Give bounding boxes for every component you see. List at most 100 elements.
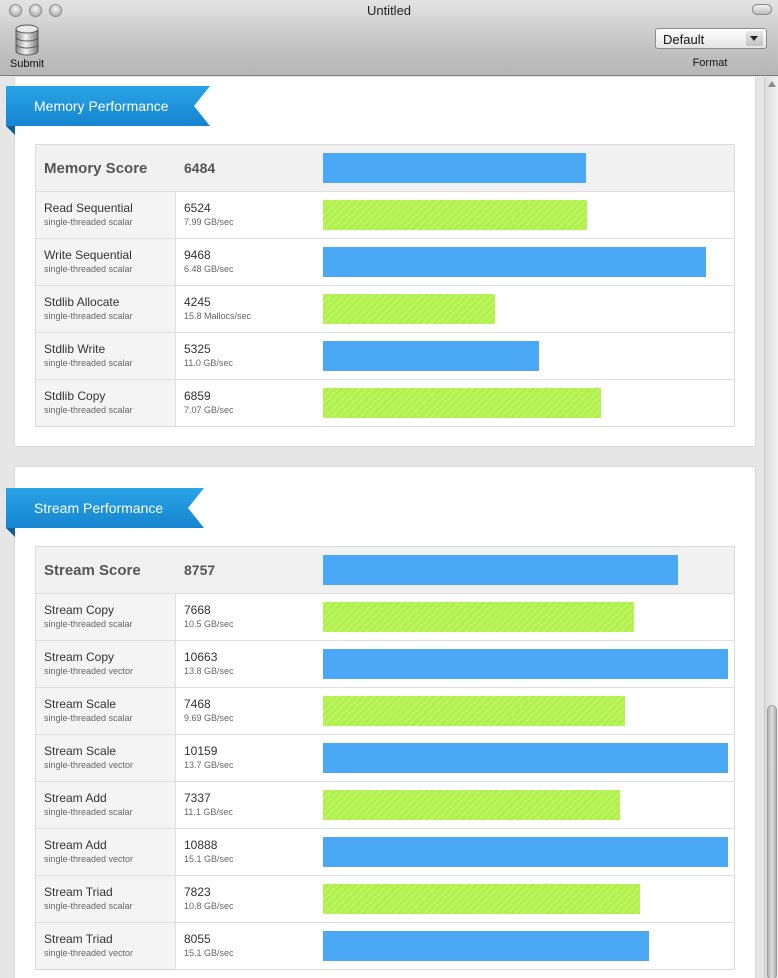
- name-cell: Stream Add single-threaded vector: [36, 829, 176, 875]
- table-row: Stdlib Write single-threaded scalar 5325 11…: [36, 332, 734, 379]
- table-row: Stream Add single-threaded scalar 7337 11.1…: [36, 781, 734, 828]
- table-row: Stdlib Copy single-threaded scalar 6859 7.0…: [36, 379, 734, 426]
- table-row: Stream Scale single-threaded scalar 7468 9.…: [36, 687, 734, 734]
- name-cell: Stream Triad single-threaded vector: [36, 923, 176, 969]
- row-rate: 15.1 GB/sec: [184, 948, 234, 958]
- memory-section-title: Memory Performance: [6, 86, 210, 126]
- score-bar: [323, 247, 706, 277]
- bar-track: [323, 341, 728, 371]
- name-cell: Read Sequential single-threaded scalar: [36, 192, 176, 238]
- stream-section-title: Stream Performance: [6, 488, 204, 528]
- row-score: 6859: [184, 389, 211, 403]
- scrollbar-thumb[interactable]: [767, 705, 777, 978]
- row-rate: 13.8 GB/sec: [184, 666, 234, 676]
- name-cell: Stream Scale single-threaded vector: [36, 735, 176, 781]
- row-rate: 15.8 Mallocs/sec: [184, 311, 252, 321]
- row-rate: 9.69 GB/sec: [184, 713, 234, 723]
- name-cell: Memory Score: [36, 145, 176, 191]
- row-score: 10159: [184, 744, 218, 758]
- row-subtitle: single-threaded vector: [44, 666, 134, 676]
- row-name: Stdlib Allocate: [44, 295, 120, 309]
- table-row: Stream Copy single-threaded vector 10663 13…: [36, 640, 734, 687]
- submit-button[interactable]: Submit: [6, 24, 48, 72]
- table-row: Stream Scale single-threaded vector 10159 1…: [36, 734, 734, 781]
- row-subtitle: single-threaded scalar: [44, 264, 133, 274]
- score-header-row: Memory Score 6484: [36, 145, 734, 191]
- row-score: 7823: [184, 885, 211, 899]
- row-rate: 15.1 GB/sec: [184, 854, 234, 864]
- name-cell: Stdlib Allocate single-threaded scalar: [36, 286, 176, 332]
- bar-track: [323, 388, 728, 418]
- chevron-down-icon: [746, 31, 763, 46]
- score-bar: [323, 931, 649, 961]
- bar-track: [323, 200, 728, 230]
- toolbar-toggle-button[interactable]: [752, 4, 772, 15]
- row-rate: 11.1 GB/sec: [184, 807, 233, 817]
- close-window-button[interactable]: [9, 4, 22, 17]
- results-content: Memory Performance Memory Score 6484 Read …: [0, 77, 764, 978]
- row-score: 7468: [184, 697, 211, 711]
- table-row: Stdlib Allocate single-threaded scalar 424…: [36, 285, 734, 332]
- bar-track: [323, 555, 728, 585]
- table-row: Stream Add single-threaded vector 10888 15.…: [36, 828, 734, 875]
- bar-track: [323, 931, 728, 961]
- score-title: Stream Score: [44, 562, 141, 579]
- stream-performance-panel: Stream Performance Stream Score 8757 Strea…: [6, 466, 756, 978]
- score-bar: [323, 555, 678, 585]
- row-score: 5325: [184, 342, 211, 356]
- zoom-window-button[interactable]: [49, 4, 62, 17]
- row-score: 8055: [184, 932, 211, 946]
- row-score: 10888: [184, 838, 218, 852]
- row-subtitle: single-threaded scalar: [44, 405, 133, 415]
- vertical-scrollbar[interactable]: [764, 77, 778, 978]
- name-cell: Stdlib Write single-threaded scalar: [36, 333, 176, 379]
- row-score: 4245: [184, 295, 211, 309]
- bar-track: [323, 837, 728, 867]
- name-cell: Stdlib Copy single-threaded scalar: [36, 380, 176, 426]
- row-score: 10663: [184, 650, 218, 664]
- scroll-up-arrow-icon[interactable]: [768, 81, 776, 87]
- row-name: Stream Scale: [44, 697, 117, 711]
- row-rate: 10.5 GB/sec: [184, 619, 234, 629]
- name-cell: Stream Score: [36, 547, 176, 593]
- bar-track: [323, 884, 728, 914]
- table-row: Write Sequential single-threaded scalar 94…: [36, 238, 734, 285]
- row-name: Stream Add: [44, 791, 107, 805]
- format-selected-value: Default: [663, 32, 705, 47]
- row-rate: 10.8 GB/sec: [184, 901, 234, 911]
- row-rate: 7.99 GB/sec: [184, 217, 234, 227]
- row-score: 7337: [184, 791, 211, 805]
- bar-track: [323, 649, 728, 679]
- name-cell: Stream Add single-threaded scalar: [36, 782, 176, 828]
- row-subtitle: single-threaded vector: [44, 854, 134, 864]
- score-bar: [323, 649, 728, 679]
- score-bar: [323, 743, 728, 773]
- row-name: Stream Triad: [44, 885, 113, 899]
- stream-score-table: Stream Score 8757 Stream Copy single-thread…: [35, 546, 735, 970]
- score-bar: [323, 837, 728, 867]
- row-rate: 11.0 GB/sec: [184, 358, 233, 368]
- row-name: Stream Triad: [44, 932, 113, 946]
- row-rate: 7.07 GB/sec: [184, 405, 234, 415]
- bar-track: [323, 696, 728, 726]
- row-subtitle: single-threaded scalar: [44, 358, 133, 368]
- bar-track: [323, 743, 728, 773]
- row-name: Stream Copy: [44, 603, 115, 617]
- score-bar: [323, 294, 495, 324]
- row-rate: 13.7 GB/sec: [184, 760, 234, 770]
- table-row: Stream Triad single-threaded scalar 7823 10…: [36, 875, 734, 922]
- window-title: Untitled: [366, 3, 412, 18]
- name-cell: Stream Scale single-threaded scalar: [36, 688, 176, 734]
- score-value: 8757: [184, 562, 216, 578]
- memory-score-table: Memory Score 6484 Read Sequential single-th…: [35, 144, 735, 427]
- score-bar: [323, 602, 634, 632]
- row-name: Stdlib Copy: [44, 389, 106, 403]
- minimize-window-button[interactable]: [29, 4, 42, 17]
- table-row: Stream Triad single-threaded vector 8055 15…: [36, 922, 734, 969]
- row-name: Stdlib Write: [44, 342, 106, 356]
- database-icon: [15, 24, 39, 56]
- row-subtitle: single-threaded vector: [44, 760, 134, 770]
- bar-track: [323, 153, 728, 183]
- format-select[interactable]: Default: [655, 28, 767, 49]
- row-subtitle: single-threaded scalar: [44, 619, 133, 629]
